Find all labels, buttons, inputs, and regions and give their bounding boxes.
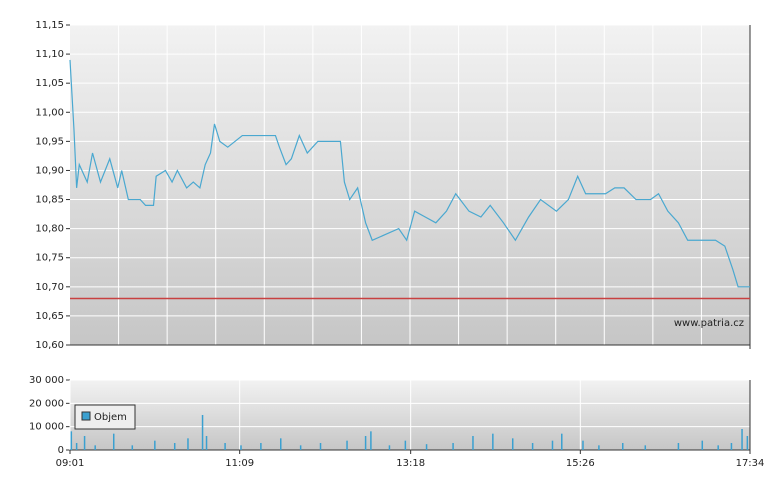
volume-bar bbox=[173, 443, 176, 450]
volume-bar bbox=[70, 431, 73, 450]
y-tick-label: 0 bbox=[58, 445, 64, 456]
volume-bar bbox=[346, 440, 348, 450]
volume-bar bbox=[404, 440, 407, 450]
volume-bar bbox=[621, 443, 624, 450]
volume-bar bbox=[94, 445, 96, 450]
volume-bar bbox=[131, 445, 134, 450]
volume-bar bbox=[511, 438, 514, 450]
y-tick-label: 10,65 bbox=[35, 311, 64, 322]
volume-bar bbox=[492, 433, 494, 450]
volume-bar bbox=[582, 440, 584, 450]
y-tick-label: 11,10 bbox=[35, 49, 64, 60]
y-tick-label: 20 000 bbox=[29, 398, 64, 409]
y-tick-label: 10 000 bbox=[29, 422, 64, 433]
price-chart: 10,60 10,65 10,70 10,75 10,80 10,85 10,90 10,95… bbox=[35, 20, 751, 351]
legend-swatch bbox=[81, 411, 91, 421]
volume-bar bbox=[187, 438, 189, 450]
y-tick-label: 10,80 bbox=[35, 224, 64, 235]
volume-bar bbox=[154, 440, 156, 450]
volume-bar bbox=[531, 443, 534, 450]
volume-plot-area bbox=[70, 380, 750, 450]
x-tick-label: 11:09 bbox=[225, 458, 254, 469]
volume-bar bbox=[112, 433, 115, 450]
volume-bar bbox=[561, 433, 563, 450]
volume-bar bbox=[644, 445, 647, 450]
y-tick-label: 11,15 bbox=[35, 20, 64, 31]
volume-bar bbox=[730, 443, 733, 450]
x-tick-label: 15:26 bbox=[566, 458, 595, 469]
y-tick-label: 10,90 bbox=[35, 165, 64, 176]
y-tick-label: 10,95 bbox=[35, 136, 64, 147]
y-tick-label: 30 000 bbox=[29, 375, 64, 386]
y-tick-label: 10,75 bbox=[35, 253, 64, 264]
volume-bar bbox=[425, 444, 428, 450]
volume-bar bbox=[370, 431, 372, 450]
volume-bar bbox=[280, 438, 282, 450]
volume-bar bbox=[741, 429, 743, 450]
volume-bar bbox=[677, 443, 680, 450]
y-tick-label: 11,00 bbox=[35, 107, 64, 118]
watermark: www.patria.cz bbox=[674, 318, 744, 329]
volume-bar bbox=[83, 436, 86, 450]
volume-bar bbox=[472, 436, 474, 450]
y-tick-label: 10,85 bbox=[35, 195, 64, 206]
volume-bar bbox=[240, 445, 242, 450]
volume-bar bbox=[201, 415, 204, 450]
y-tick-label: 11,05 bbox=[35, 78, 64, 89]
y-tick-label: 10,60 bbox=[35, 340, 64, 351]
volume-bar bbox=[452, 443, 454, 450]
volume-bar bbox=[598, 445, 600, 450]
x-tick-label: 13:18 bbox=[396, 458, 425, 469]
volume-bar bbox=[224, 443, 226, 450]
volume-bar bbox=[75, 443, 78, 450]
volume-bar bbox=[551, 440, 554, 450]
volume-bar bbox=[364, 436, 367, 450]
volume-bar bbox=[388, 445, 391, 450]
price-line bbox=[69, 59, 750, 288]
legend-label: Objem bbox=[94, 412, 127, 423]
x-tick-label: 09:01 bbox=[56, 458, 85, 469]
volume-bar bbox=[319, 443, 322, 450]
volume-bar bbox=[299, 445, 302, 450]
y-tick-label: 10,70 bbox=[35, 282, 64, 293]
volume-bar bbox=[205, 436, 208, 450]
volume-bar bbox=[717, 445, 719, 450]
volume-bar bbox=[701, 440, 704, 450]
volume-chart: 0 10 000 20 000 30 000 09:01 11:09 13:18 15:26 1… bbox=[29, 375, 764, 469]
volume-bar bbox=[260, 443, 262, 450]
volume-bar bbox=[746, 436, 749, 450]
x-tick-label: 17:34 bbox=[736, 458, 765, 469]
